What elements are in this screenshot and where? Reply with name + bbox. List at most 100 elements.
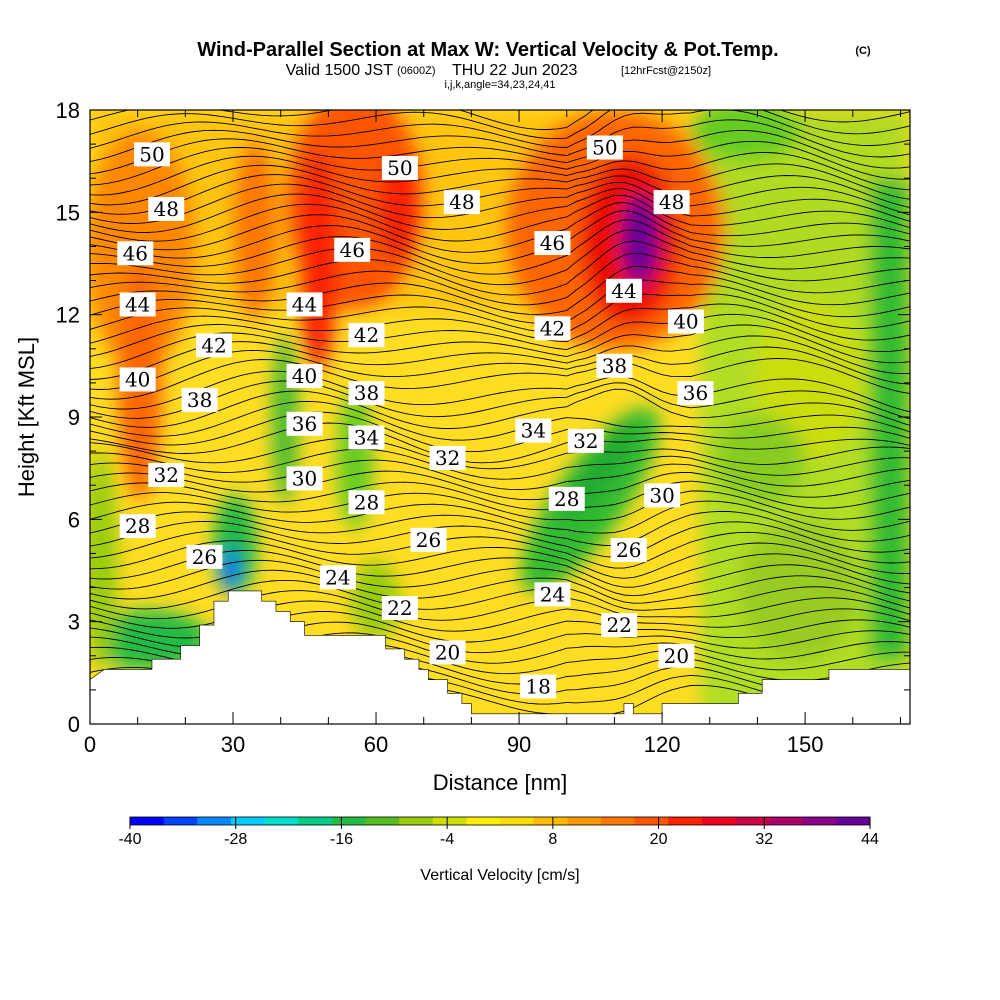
- isentrope-label: 30: [286, 466, 323, 491]
- isentrope-label-text: 50: [387, 156, 412, 180]
- isentrope-label-box: [119, 292, 156, 317]
- isentrope-line: [90, 279, 910, 325]
- isentrope-line: [90, 448, 910, 480]
- isentrope-label-text: 38: [187, 388, 212, 412]
- colorbar-tick-label: -4: [440, 831, 454, 848]
- isentrope-label-text: 38: [602, 354, 627, 378]
- field-green-right-mid: [715, 415, 805, 505]
- colorbar-swatch: [668, 817, 703, 825]
- isentrope-line: [90, 569, 910, 604]
- isentrope-label-box: [534, 316, 571, 341]
- isentrope-line: [90, 520, 910, 558]
- isentrope-labels: 5048464442403832282650484644424038363430…: [117, 135, 714, 699]
- isentrope-label-box: [644, 483, 681, 508]
- x-tick-label: 60: [364, 732, 388, 757]
- isentrope-line: [90, 229, 910, 286]
- subtitle-forecast: [12hrFcst@2150z]: [621, 65, 711, 77]
- isentrope-line: [90, 252, 910, 306]
- isentrope-label: 50: [381, 155, 418, 180]
- isentrope-line: [90, 388, 910, 429]
- y-tick-label: 6: [68, 507, 80, 532]
- colorbar-swatch: [500, 817, 535, 825]
- isentrope-label-text: 36: [683, 381, 708, 405]
- field-green-right-low: [740, 520, 860, 660]
- colorbar-swatch: [197, 817, 232, 825]
- isentrope-label-text: 46: [123, 241, 148, 265]
- isentrope-label-text: 42: [540, 316, 565, 340]
- isentrope-label-text: 34: [521, 419, 546, 443]
- colorbar: -40 -28 -16 -4 8 20 32 44: [118, 816, 879, 848]
- isentrope-label-text: 32: [435, 446, 460, 470]
- isentrope-label: 44: [119, 292, 156, 317]
- x-tick-label: 150: [787, 732, 824, 757]
- y-tick-label: 18: [56, 98, 80, 123]
- isentrope-label: 42: [348, 323, 385, 348]
- isentrope-label-box: [186, 544, 223, 569]
- isentrope-label-text: 20: [435, 640, 460, 664]
- colorbar-swatch: [634, 817, 669, 825]
- isentrope-label: 32: [429, 445, 466, 470]
- isentrope-label-box: [117, 241, 154, 266]
- isentrope-label: 22: [601, 613, 638, 638]
- isentrope-label-box: [195, 333, 232, 358]
- isentrope-label-text: 40: [125, 367, 150, 391]
- isentrope-label: 24: [534, 582, 571, 607]
- isentrope-label-text: 46: [540, 231, 565, 255]
- isentrope-label-box: [443, 190, 480, 215]
- isentrope-label-text: 30: [292, 466, 317, 490]
- isentrope-label-text: 32: [154, 463, 179, 487]
- isentrope-label-text: 50: [139, 142, 164, 166]
- isentrope-label-box: [520, 674, 557, 699]
- colorbar-tick-label: -40: [118, 831, 141, 848]
- isentrope-label-box: [653, 190, 690, 215]
- colorbar-swatch: [735, 817, 770, 825]
- x-tick-label: 90: [507, 732, 531, 757]
- isentrope-label: 38: [348, 381, 385, 406]
- isentrope-line: [90, 540, 910, 579]
- isentrope-line: [90, 400, 910, 441]
- isentrope-label-box: [148, 462, 185, 487]
- copyright-mark: (C): [855, 45, 871, 57]
- isentrope-label-box: [381, 155, 418, 180]
- y-axis-label: Height [Kft MSL]: [14, 337, 39, 497]
- isentrope-label: 40: [119, 367, 156, 392]
- isentrope-label-box: [148, 196, 185, 221]
- chart-title: Wind-Parallel Section at Max W: Vertical…: [197, 39, 778, 61]
- isentrope-label-text: 40: [292, 364, 317, 388]
- isentrope-label-text: 18: [525, 674, 550, 698]
- y-tick-label: 3: [68, 610, 80, 635]
- isentrope-label: 34: [515, 418, 552, 443]
- field-green-top-right: [690, 110, 800, 160]
- isentrope-line: [90, 324, 910, 370]
- x-tick-label: 30: [221, 732, 245, 757]
- isentrope-line: [90, 110, 910, 140]
- isentrope-label-box: [181, 387, 218, 412]
- colorbar-label: Vertical Velocity [cm/s]: [420, 867, 579, 884]
- isentrope-label: 40: [667, 309, 704, 334]
- isentrope-line: [90, 380, 910, 420]
- field-left-band: [233, 140, 277, 320]
- isentrope-line: [90, 559, 910, 597]
- isentrope-label: 36: [677, 381, 714, 406]
- isentrope-label-text: 28: [554, 487, 579, 511]
- isentrope-label-text: 26: [616, 538, 641, 562]
- isentrope-label: 26: [186, 544, 223, 569]
- isentrope-line: [90, 510, 910, 546]
- isentrope-label-text: 38: [354, 381, 379, 405]
- isentrope-label: 40: [286, 364, 323, 389]
- isentrope-label-box: [667, 309, 704, 334]
- colorbar-swatch: [802, 817, 837, 825]
- field-mid-peak: [378, 160, 422, 260]
- isentrope-label-box: [348, 490, 385, 515]
- colorbar-tick-label: -28: [224, 831, 247, 848]
- isentrope-label-box: [119, 514, 156, 539]
- isentrope-label-text: 28: [354, 490, 379, 514]
- isentrope-line: [90, 119, 910, 163]
- isentrope-line: [90, 313, 910, 357]
- isentrope-line: [90, 181, 910, 224]
- isentrope-line: [90, 129, 910, 175]
- colorbar-tick-label: 8: [548, 831, 557, 848]
- isentrope-label-text: 42: [354, 323, 379, 347]
- isentrope-label-text: 28: [125, 514, 150, 538]
- isentrope-label-box: [319, 565, 356, 590]
